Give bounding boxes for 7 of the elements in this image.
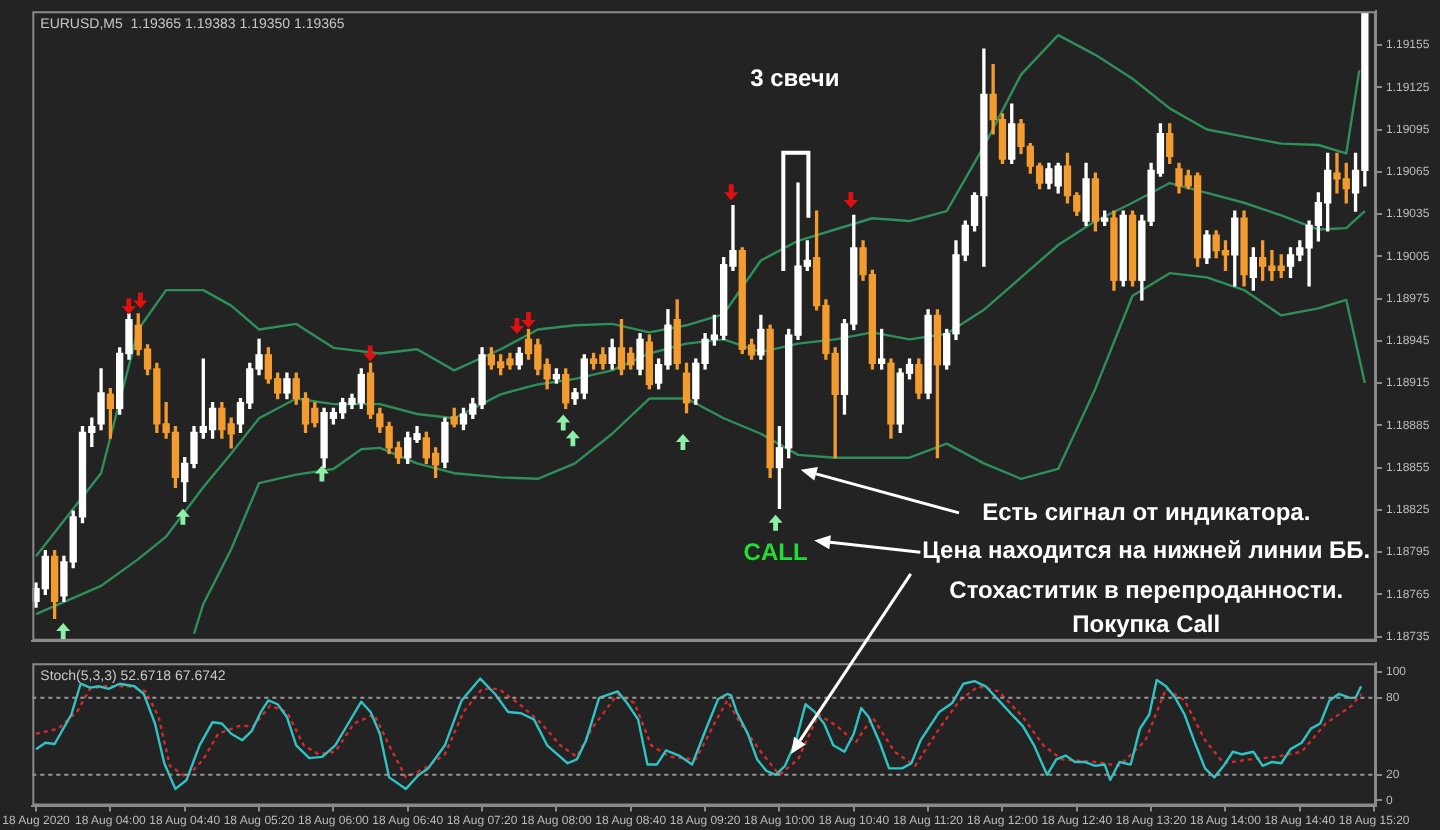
annotation: Есть сигнал от индикатора. <box>982 498 1311 527</box>
annotation: Цена находится на нижней линии ББ. <box>922 536 1371 565</box>
annotation: CALL <box>743 538 808 567</box>
line-series <box>34 685 1363 779</box>
annotation: Покупка Call <box>1072 609 1221 638</box>
annotation: 3 свечи <box>750 64 840 93</box>
annotation: Стохаститик в перепроданности. <box>949 575 1344 604</box>
